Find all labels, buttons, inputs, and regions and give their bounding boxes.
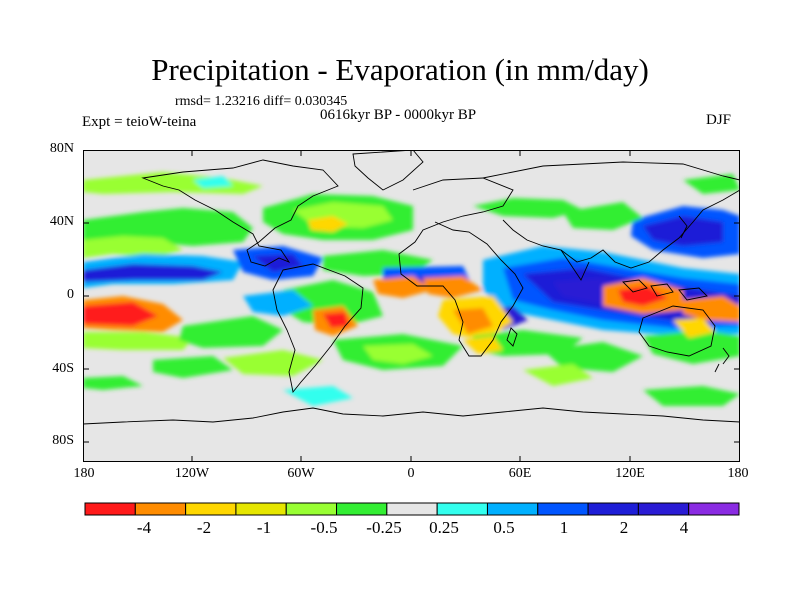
colorbar-label: -0.25: [366, 518, 402, 537]
colorbar-box: [336, 502, 388, 516]
lat-label-eq: 0: [67, 287, 74, 302]
colorbar-label: 0.25: [429, 518, 459, 537]
lon-label-180e: 180: [727, 466, 749, 481]
lon-label-60e: 60E: [508, 466, 532, 481]
season-label: DJF: [706, 112, 732, 128]
lat-label-40s: 40S: [52, 361, 74, 376]
colorbar-box: [436, 502, 488, 516]
colorbar-label: -2: [196, 518, 212, 537]
colorbar-box: [486, 502, 539, 516]
colorbar-label: 0.5: [493, 518, 515, 537]
colorbar-label: 2: [619, 518, 629, 537]
precip-evap-map: [83, 150, 740, 462]
lat-label-80n: 80N: [49, 141, 74, 156]
colorbar-box: [688, 502, 740, 516]
lon-label-180w: 180: [73, 466, 95, 481]
colorbar-box: [185, 502, 237, 516]
stats-label: rmsd= 1.23216 diff= 0.030345: [175, 94, 348, 109]
page-title: Precipitation - Evaporation (in mm/day): [151, 52, 649, 87]
anomaly-field: [83, 172, 740, 406]
colorbar-label: -0.5: [310, 518, 338, 537]
coastlines: [83, 150, 740, 425]
colorbar-label: -4: [136, 518, 152, 537]
lon-label-120e: 120E: [615, 466, 645, 481]
lon-label-0: 0: [407, 466, 415, 481]
colorbar-label: 1: [559, 518, 569, 537]
colorbar-box: [587, 502, 639, 516]
colorbar-box: [84, 502, 136, 516]
colorbar-box: [285, 502, 338, 516]
experiment-label: Expt = teioW-teina: [82, 114, 197, 130]
colorbar-box: [235, 502, 287, 516]
colorbar-label: 4: [679, 518, 689, 537]
colorbar-label: -1: [256, 518, 272, 537]
lon-label-60w: 60W: [287, 466, 315, 481]
colorbar: [84, 502, 740, 516]
colorbar-box: [537, 502, 589, 516]
period-label: 0616kyr BP - 0000kyr BP: [320, 107, 477, 123]
colorbar-box: [386, 502, 438, 516]
axis-ticks: [83, 150, 740, 462]
colorbar-box: [134, 502, 187, 516]
lat-label-80s: 80S: [52, 433, 74, 448]
lat-label-40n: 40N: [49, 214, 74, 229]
colorbar-box: [637, 502, 690, 516]
lon-label-120w: 120W: [174, 466, 210, 481]
